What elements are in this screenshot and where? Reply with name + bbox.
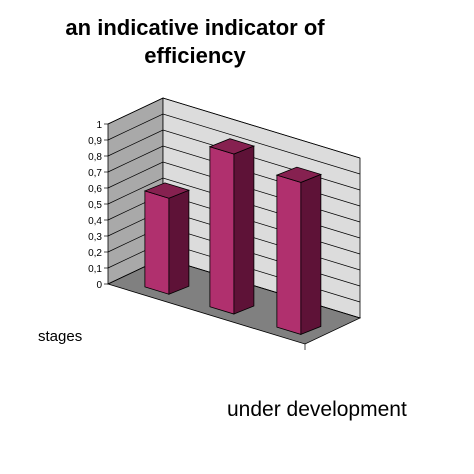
- y-tick-label: 0,5: [88, 200, 102, 211]
- bar-top: [143, 182, 191, 199]
- gridline: [107, 97, 361, 159]
- bar-top: [275, 166, 323, 183]
- bar-side: [300, 173, 322, 336]
- status-note: under development: [227, 398, 407, 421]
- y-tick-label: 0,8: [88, 152, 102, 163]
- y-tick-label: 0,4: [88, 216, 102, 227]
- bar-front: [144, 190, 170, 295]
- bar-side: [168, 189, 190, 295]
- chart-title-line-1: an indicative indicator of: [65, 15, 325, 40]
- y-tick-label: 0,1: [88, 264, 102, 275]
- x-axis-label: stages: [38, 328, 83, 345]
- y-tick-label: 0,6: [88, 184, 102, 195]
- bar-side: [233, 145, 255, 315]
- y-tick-label: 1: [96, 120, 102, 131]
- bar-front: [276, 174, 302, 335]
- y-tick-label: 0,2: [88, 248, 102, 259]
- y-tick-label: 0,7: [88, 168, 102, 179]
- bar-front: [209, 146, 235, 315]
- chart-title: an indicative indicator of efficiency: [40, 14, 350, 70]
- bar-top: [208, 138, 256, 155]
- y-tick-label: 0,9: [88, 136, 102, 147]
- chart-title-line-2: efficiency: [144, 43, 246, 68]
- gridline: [107, 113, 361, 175]
- y-tick-label: 0: [96, 280, 102, 291]
- y-tick-label: 0,3: [88, 232, 102, 243]
